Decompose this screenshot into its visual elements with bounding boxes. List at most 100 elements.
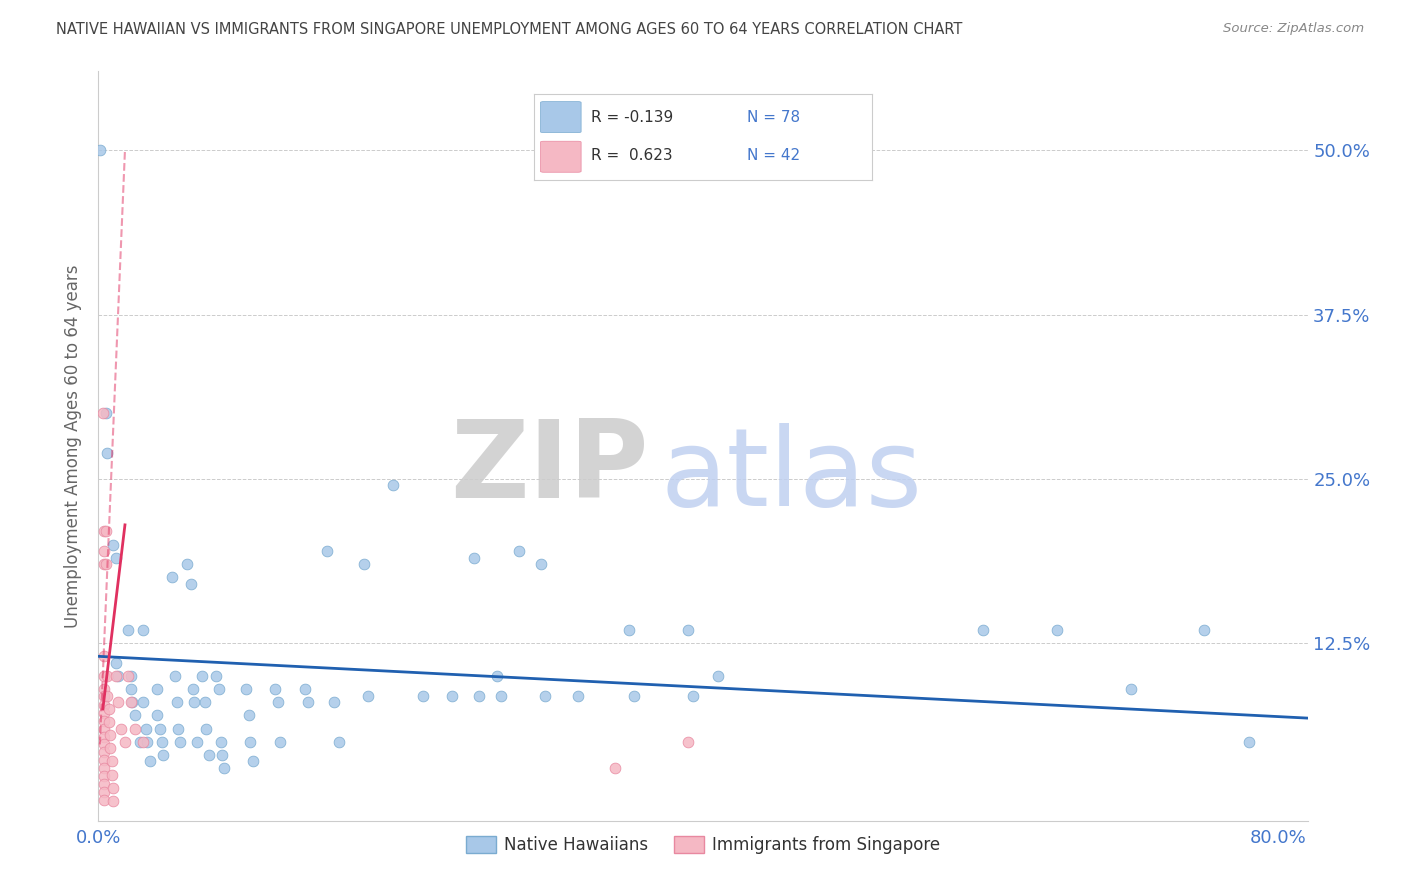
Point bbox=[623, 689, 645, 703]
Point bbox=[485, 669, 508, 683]
Point bbox=[149, 722, 172, 736]
Point bbox=[139, 755, 162, 769]
Point bbox=[190, 669, 212, 683]
Text: atlas: atlas bbox=[661, 423, 922, 529]
Point bbox=[238, 708, 260, 723]
Point bbox=[194, 695, 217, 709]
Point bbox=[105, 656, 128, 670]
Point bbox=[93, 714, 115, 728]
Point bbox=[183, 695, 205, 709]
Point bbox=[131, 695, 153, 709]
Point bbox=[567, 689, 589, 703]
Point bbox=[131, 735, 153, 749]
Point bbox=[98, 741, 121, 756]
Point bbox=[93, 738, 115, 752]
Point bbox=[110, 722, 132, 736]
Point bbox=[186, 735, 208, 749]
Point bbox=[93, 761, 115, 775]
Point bbox=[530, 558, 553, 572]
Point bbox=[98, 728, 121, 742]
Point bbox=[619, 623, 641, 637]
Point bbox=[269, 735, 291, 749]
Point bbox=[93, 730, 115, 744]
Point bbox=[441, 689, 464, 703]
Point bbox=[93, 558, 115, 572]
Point bbox=[94, 406, 117, 420]
Point bbox=[678, 735, 700, 749]
Point bbox=[176, 558, 198, 572]
Point bbox=[235, 682, 257, 697]
Point bbox=[212, 761, 235, 775]
Point bbox=[205, 669, 228, 683]
Point bbox=[209, 735, 232, 749]
Point bbox=[181, 682, 204, 697]
Point bbox=[128, 735, 150, 749]
Point bbox=[105, 550, 128, 565]
Point bbox=[93, 777, 115, 791]
Point bbox=[1046, 623, 1069, 637]
Point bbox=[120, 695, 142, 709]
Point bbox=[117, 669, 139, 683]
Point bbox=[706, 669, 728, 683]
Point bbox=[96, 669, 118, 683]
Point bbox=[100, 755, 122, 769]
Point bbox=[353, 558, 375, 572]
Point bbox=[107, 695, 129, 709]
Point bbox=[328, 735, 350, 749]
Point bbox=[120, 669, 142, 683]
Point bbox=[211, 747, 233, 762]
Point bbox=[93, 689, 115, 703]
Point bbox=[972, 623, 994, 637]
Point bbox=[146, 708, 169, 723]
Point bbox=[89, 143, 111, 157]
Point bbox=[114, 735, 136, 749]
Point bbox=[96, 689, 118, 703]
Point bbox=[107, 669, 129, 683]
Text: ZIP: ZIP bbox=[450, 416, 648, 522]
Point bbox=[150, 735, 173, 749]
Point bbox=[93, 649, 115, 664]
Point bbox=[152, 747, 174, 762]
Text: Source: ZipAtlas.com: Source: ZipAtlas.com bbox=[1223, 22, 1364, 36]
Point bbox=[93, 769, 115, 783]
Point bbox=[208, 682, 231, 697]
Point bbox=[264, 682, 287, 697]
Point bbox=[93, 524, 115, 539]
Point bbox=[117, 623, 139, 637]
Point bbox=[682, 689, 704, 703]
Point bbox=[160, 570, 183, 584]
Point bbox=[93, 753, 115, 767]
Point bbox=[382, 478, 405, 492]
Point bbox=[195, 722, 218, 736]
Point bbox=[412, 689, 434, 703]
Point bbox=[93, 792, 115, 806]
Point bbox=[534, 689, 557, 703]
Point bbox=[468, 689, 491, 703]
Point bbox=[239, 735, 262, 749]
Point bbox=[93, 785, 115, 799]
Point bbox=[101, 794, 124, 808]
Point bbox=[97, 714, 120, 729]
Point bbox=[93, 669, 115, 683]
Point bbox=[93, 698, 115, 712]
Point bbox=[323, 695, 346, 709]
Point bbox=[1119, 682, 1142, 697]
Point bbox=[96, 445, 118, 459]
Point bbox=[93, 722, 115, 736]
Point bbox=[100, 767, 122, 781]
Point bbox=[124, 708, 146, 723]
Point bbox=[463, 550, 485, 565]
Point bbox=[120, 682, 142, 697]
Point bbox=[167, 722, 190, 736]
Point bbox=[294, 682, 316, 697]
Point bbox=[91, 406, 114, 420]
Point bbox=[135, 722, 157, 736]
Y-axis label: Unemployment Among Ages 60 to 64 years: Unemployment Among Ages 60 to 64 years bbox=[65, 264, 83, 628]
Point bbox=[105, 669, 128, 683]
Point bbox=[93, 745, 115, 759]
Point bbox=[242, 755, 264, 769]
Point bbox=[166, 695, 188, 709]
Point bbox=[198, 747, 221, 762]
Point bbox=[97, 702, 120, 716]
Text: NATIVE HAWAIIAN VS IMMIGRANTS FROM SINGAPORE UNEMPLOYMENT AMONG AGES 60 TO 64 YE: NATIVE HAWAIIAN VS IMMIGRANTS FROM SINGA… bbox=[56, 22, 963, 37]
